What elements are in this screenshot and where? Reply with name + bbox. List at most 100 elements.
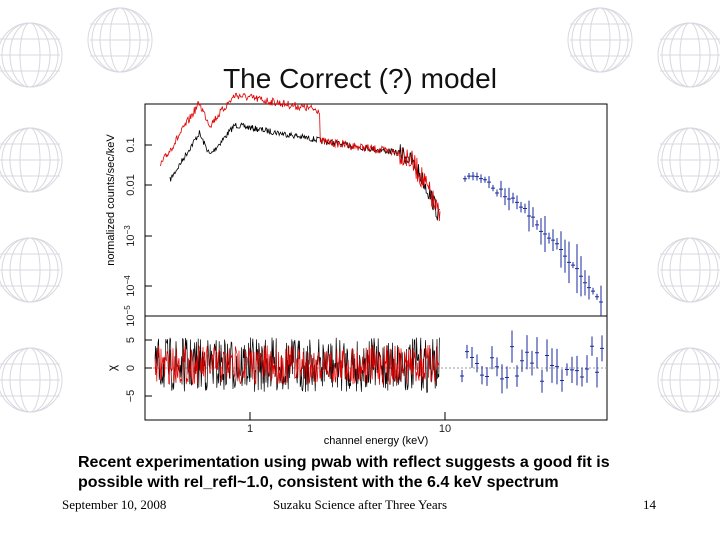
spectrum-point — [591, 287, 595, 295]
y-tick-label: 10−5 — [123, 305, 137, 327]
figure: normalized counts/sec/keV channel energy … — [105, 92, 608, 447]
spectrum-point — [495, 189, 499, 197]
residual-point — [560, 369, 564, 392]
decor — [0, 7, 720, 413]
caption-line: Recent experimentation using pwab with r… — [78, 454, 610, 471]
spectrum-point — [499, 180, 503, 198]
tick-exp: −4 — [123, 275, 132, 285]
spectrum-point — [571, 262, 575, 269]
tick-exp: −5 — [123, 305, 132, 315]
residual-point — [515, 365, 519, 387]
residual-point — [505, 366, 509, 389]
y-tick-label: 10−4 — [123, 275, 137, 297]
spectrum-point — [483, 176, 487, 183]
spectrum-point — [531, 207, 535, 228]
figure-bg — [100, 84, 612, 448]
tick-exp: −3 — [123, 225, 132, 235]
residual-point — [475, 354, 479, 373]
spectrum-point — [479, 174, 483, 183]
spectrum-trace — [169, 122, 440, 221]
spectrum-point — [559, 231, 563, 268]
residual-point — [585, 355, 589, 383]
tick-base: 10 — [125, 234, 137, 246]
residual-point — [550, 348, 554, 383]
residual-point — [580, 367, 584, 387]
spectrum-point — [503, 188, 507, 206]
x-tick-label: 1 — [247, 423, 253, 435]
residual-point — [500, 364, 504, 394]
spectrum-point — [551, 229, 555, 251]
spectrum-point — [587, 275, 591, 300]
residual-point — [600, 335, 604, 362]
spectrum-point — [539, 218, 543, 245]
residual-point — [510, 330, 514, 363]
footer-page: 14 — [643, 497, 657, 512]
residual-point — [495, 357, 499, 377]
spectrum-point — [563, 239, 567, 273]
spectrum-point — [487, 176, 491, 189]
residual-point — [470, 347, 474, 368]
x-axis-label: channel energy (keV) — [324, 435, 429, 447]
tick-base: 10 — [125, 314, 137, 326]
residual-point — [520, 349, 524, 372]
residual-point — [480, 365, 484, 385]
y-tick-label: 0.01 — [125, 174, 137, 195]
spectrum-point — [579, 256, 583, 297]
residual-point — [555, 348, 559, 385]
residual-tick-label: 0 — [125, 365, 137, 371]
residual-axis-label: χ — [105, 364, 119, 371]
residual-point — [490, 346, 494, 370]
spectrum-point — [599, 285, 603, 316]
footer-date: September 10, 2008 — [62, 497, 166, 512]
residual-point — [485, 367, 489, 386]
residual-trace — [154, 344, 440, 385]
y-axis-label: normalized counts/sec/keV — [105, 134, 117, 266]
slide-title: The Correct (?) model — [223, 63, 497, 94]
footer-event: Suzaku Science after Three Years — [273, 497, 447, 512]
x-tick-label: 10 — [439, 423, 451, 435]
spectrum-point — [463, 175, 467, 182]
spectrum-point — [519, 201, 523, 213]
residual-point — [590, 336, 594, 356]
residual-tick-label: 5 — [125, 337, 137, 343]
y-tick-label: 10−3 — [123, 225, 137, 247]
spectrum-point — [491, 184, 495, 192]
caption-line: possible with rel_refl~1.0, consistent w… — [78, 474, 559, 491]
spectrum-trace — [159, 92, 441, 222]
residual-point — [595, 357, 599, 388]
residual-point — [530, 350, 534, 376]
spectrum-point — [511, 192, 515, 204]
residual-tick-label: −5 — [125, 390, 137, 403]
tick-base: 0.1 — [125, 137, 137, 152]
residual-point — [540, 369, 544, 393]
plot-frame — [144, 103, 608, 421]
spectrum-point — [583, 270, 587, 296]
spectrum-point — [515, 195, 519, 210]
spectrum-point — [507, 187, 511, 211]
residual-point — [575, 355, 579, 386]
spectrum-point — [595, 293, 599, 300]
residual-point — [535, 337, 539, 369]
spectrum-point — [467, 172, 471, 180]
residual-point — [460, 369, 464, 383]
spectrum-point — [535, 220, 539, 230]
spectrum-point — [475, 172, 479, 181]
spectrum-point — [575, 244, 579, 294]
residual-point — [545, 339, 549, 372]
spectrum-point — [567, 241, 571, 284]
tick-base: 0.01 — [125, 174, 137, 195]
spectrum-point — [471, 172, 475, 181]
spectrum-point — [527, 200, 531, 232]
residual-trace — [154, 337, 440, 394]
tick-base: 10 — [125, 284, 137, 296]
residual-point — [570, 356, 574, 383]
spectrum-point — [555, 238, 559, 250]
y-tick-label: 0.1 — [125, 137, 137, 152]
residual-point — [525, 335, 529, 370]
residual-point — [565, 363, 569, 376]
residual-point — [465, 344, 469, 359]
spectrum-point — [543, 216, 547, 253]
spectrum-point — [547, 232, 551, 244]
